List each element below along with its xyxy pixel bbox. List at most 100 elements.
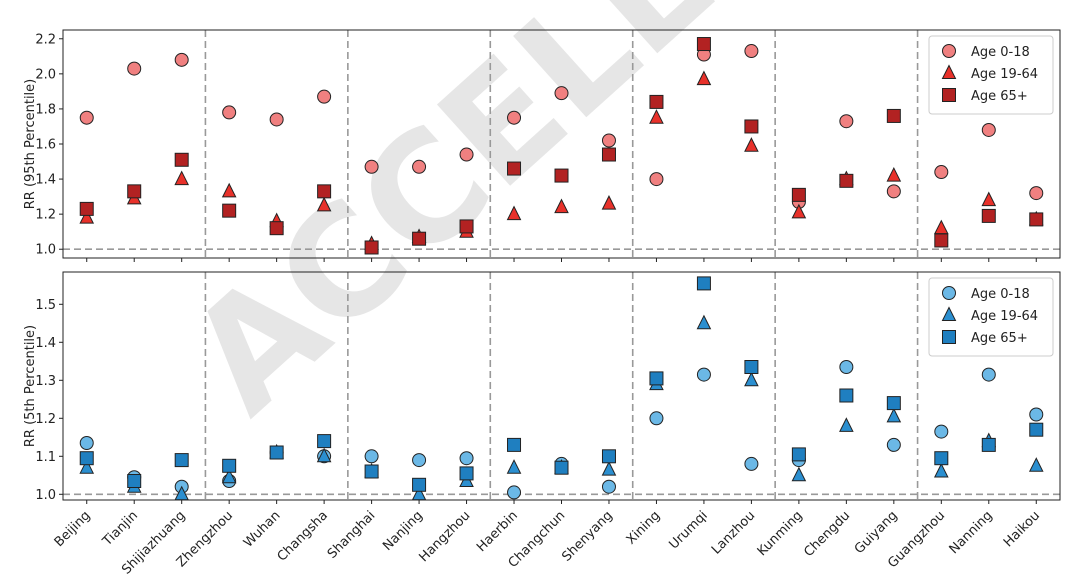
data-point-triangle [791,466,807,482]
y-axis-label: RR (95th Percentile) [23,79,38,210]
data-point-square [601,449,616,464]
x-tick-label: Tianjin [99,508,141,550]
data-point-circle [886,184,901,199]
legend-label: Age 65+ [971,89,1028,104]
data-point-circle [222,105,237,120]
data-point-square [507,437,522,452]
data-point-triangle [174,170,189,186]
y-tick-label: 1.6 [35,138,56,153]
x-tick-label: Haikou [1001,508,1043,550]
data-point-circle [649,411,664,426]
data-point-circle [412,453,427,468]
legend-marker-square [942,88,956,102]
data-point-square [269,221,284,236]
data-point-square [744,119,759,134]
x-tick-label: Hangzhou [416,508,473,565]
data-point-circle [269,112,284,127]
data-point-circle [507,485,522,500]
data-point-square [459,219,474,234]
y-tick-label: 1.8 [35,102,56,117]
data-point-circle [744,44,759,59]
legend-box [928,277,1054,357]
data-point-square [554,168,569,183]
data-point-square [222,203,237,218]
data-point-square [554,460,569,475]
legend-marker-triangle [941,306,957,321]
data-point-square [886,396,901,411]
data-point-circle [79,110,94,125]
data-point-square [174,152,189,167]
x-tick-label: Chengdu [801,508,853,560]
data-point-square [412,477,427,492]
data-point-triangle [601,195,617,210]
data-point-triangle [221,182,237,198]
data-point-circle [459,451,474,466]
y-tick-label: 1.0 [35,243,56,258]
y-tick-label: 1.4 [35,173,56,188]
legend-label: Age 19-64 [971,309,1038,324]
x-tick-label: Kunming [755,508,806,559]
data-point-square [222,458,237,473]
data-point-circle [459,147,474,162]
y-tick-label: 1.2 [35,208,56,223]
data-point-circle [696,367,711,382]
data-point-circle [601,479,616,494]
data-point-circle [744,456,759,471]
data-point-triangle [934,219,949,235]
data-point-triangle [649,109,664,124]
data-point-triangle [886,166,902,182]
data-point-triangle [791,203,807,219]
data-point-square [791,187,806,202]
data-point-square [1029,212,1044,227]
data-point-circle [412,159,427,174]
data-point-triangle [316,447,332,463]
data-point-square [696,276,711,291]
data-point-triangle [744,371,759,387]
data-point-triangle [554,198,569,214]
data-point-square [934,451,949,466]
data-point-triangle [696,314,712,330]
data-point-square [981,208,996,223]
data-point-triangle [696,70,712,86]
data-point-square [459,466,474,481]
data-point-circle [79,436,94,450]
legend-marker-circle [942,44,956,58]
y-axis-label: RR (5th Percentile) [23,325,38,447]
data-point-square [649,94,664,109]
data-point-circle [127,61,142,76]
y-tick-label: 2.2 [35,32,56,47]
data-point-triangle [411,485,427,501]
legend-marker-circle [942,286,956,300]
data-point-square [1029,422,1044,437]
x-tick-label: Haerbin [474,508,521,555]
data-point-circle [981,122,996,137]
data-point-square [127,474,142,488]
data-point-circle [1029,407,1044,422]
y-tick-label: 1.4 [35,336,56,351]
legend-box [928,35,1054,115]
data-point-square [364,240,379,255]
x-tick-label: Nanjing [380,508,426,554]
data-point-square [364,464,379,479]
data-point-triangle [1028,457,1044,472]
data-point-square [744,360,759,374]
data-point-circle [649,172,664,187]
legend-label: Age 0-18 [971,45,1030,60]
data-point-square [269,445,284,460]
y-tick-label: 1.0 [35,488,56,503]
data-point-square [934,233,949,248]
x-tick-label: Shenyang [559,508,615,564]
data-point-triangle [316,196,332,212]
data-point-circle [981,367,996,382]
y-tick-label: 1.1 [35,450,56,465]
x-tick-label: Lanzhou [709,508,758,557]
y-tick-label: 2.0 [35,67,56,82]
data-point-circle [507,110,522,125]
data-point-square [981,437,996,452]
y-tick-label: 1.5 [35,298,56,313]
data-point-square [79,201,94,216]
y-tick-label: 1.2 [35,412,56,427]
data-point-triangle [506,459,522,474]
data-point-circle [934,424,949,439]
